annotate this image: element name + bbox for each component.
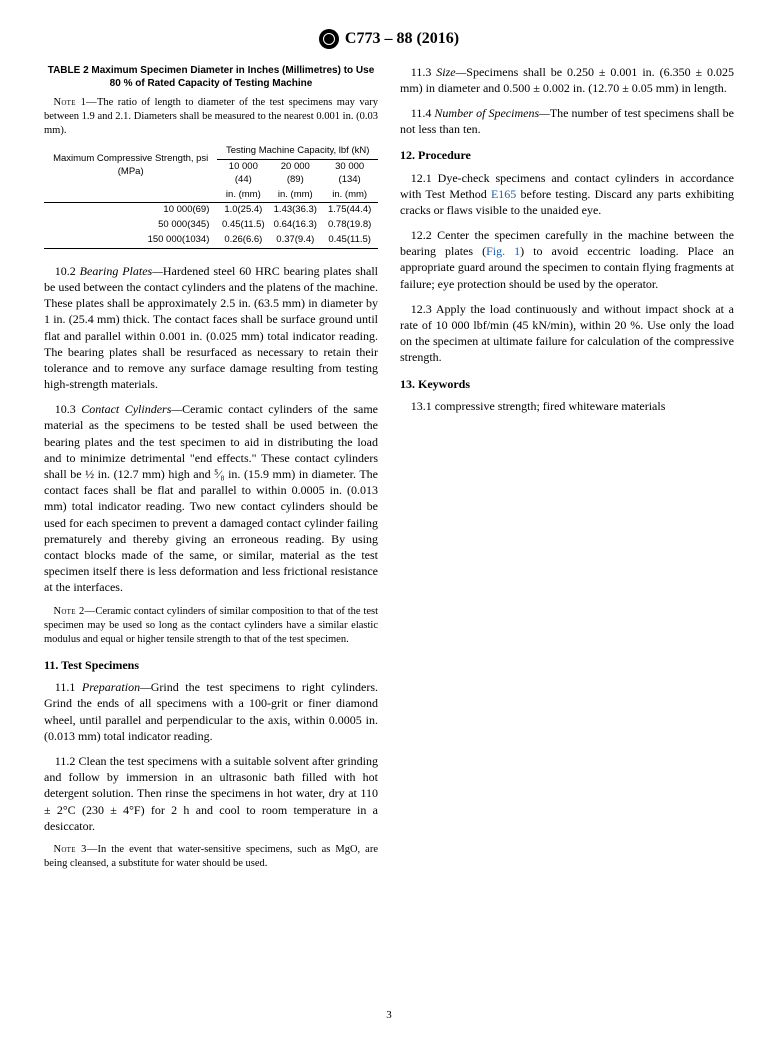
section-13-head: 13. Keywords [400,376,734,392]
col-span-capacity: Testing Machine Capacity, lbf (kN) [217,144,378,159]
page-number: 3 [0,1008,778,1023]
table-row: 10 000(69) 1.0(25.4) 1.43(36.3) 1.75(44.… [44,203,378,218]
para-12-3: 12.3 Apply the load continuously and wit… [400,301,734,366]
para-11-1: 11.1 Preparation—Grind the test specimen… [44,679,378,744]
unit-col-2: in. (mm) [269,188,321,203]
col-label-strength: Maximum Compressive Strength, psi (MPa) [44,144,217,187]
para-11-2: 11.2 Clean the test specimens with a sui… [44,753,378,834]
para-12-2: 12.2 Center the specimen carefully in th… [400,227,734,292]
astm-logo [319,29,339,49]
link-e165[interactable]: E165 [491,187,516,201]
designation-text: C773 – 88 (2016) [345,28,459,50]
col-30000: 30 000 (134) [321,159,378,187]
para-10-2: 10.2 Bearing Plates—Hardened steel 60 HR… [44,263,378,393]
para-12-1: 12.1 Dye-check specimens and contact cyl… [400,170,734,219]
section-12-head: 12. Procedure [400,147,734,163]
table-2: Maximum Compressive Strength, psi (MPa) … [44,144,378,249]
note-2: Note 2—Ceramic contact cylinders of simi… [44,605,378,648]
section-11-head: 11. Test Specimens [44,657,378,673]
unit-col-1: in. (mm) [217,188,269,203]
para-10-3: 10.3 Contact Cylinders—Ceramic contact c… [44,401,378,595]
table-2-title: TABLE 2 Maximum Specimen Diameter in Inc… [44,64,378,90]
table-2-note: Note 1—The ratio of length to diameter o… [44,96,378,139]
para-11-4: 11.4 Number of Specimens—The number of t… [400,105,734,137]
para-11-3: 11.3 Size—Specimens shall be 0.250 ± 0.0… [400,64,734,96]
two-column-body: TABLE 2 Maximum Specimen Diameter in Inc… [44,64,734,894]
col-10000: 10 000 (44) [217,159,269,187]
note-3: Note 3—In the event that water-sensitive… [44,843,378,871]
col-20000: 20 000 (89) [269,159,321,187]
table-row: 150 000(1034) 0.26(6.6) 0.37(9.4) 0.45(1… [44,233,378,248]
link-fig-1[interactable]: Fig. 1 [486,244,520,258]
table-2-block: TABLE 2 Maximum Specimen Diameter in Inc… [44,64,378,249]
unit-col-3: in. (mm) [321,188,378,203]
para-13-1: 13.1 compressive strength; fired whitewa… [400,398,734,414]
table-row: 50 000(345) 0.45(11.5) 0.64(16.3) 0.78(1… [44,218,378,233]
note-1-label: Note 1— [53,97,97,108]
page-header: C773 – 88 (2016) [44,28,734,50]
